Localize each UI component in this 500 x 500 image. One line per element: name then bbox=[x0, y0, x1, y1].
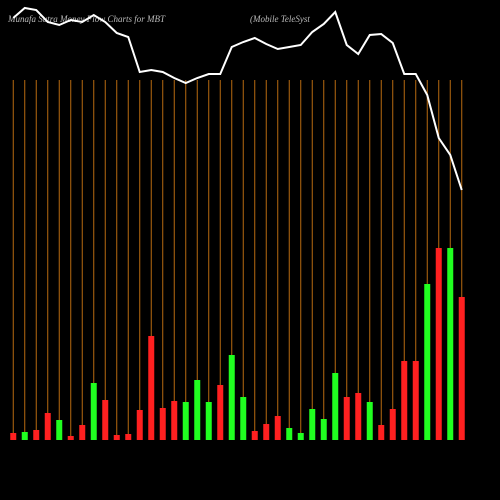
bar bbox=[332, 373, 339, 440]
bar bbox=[136, 410, 143, 440]
bar bbox=[21, 432, 28, 440]
bar bbox=[159, 408, 166, 440]
bar bbox=[320, 419, 327, 440]
bar bbox=[274, 416, 281, 440]
price-line bbox=[12, 6, 463, 191]
bar bbox=[113, 435, 120, 440]
bar bbox=[90, 383, 97, 440]
bar bbox=[366, 402, 373, 440]
bar bbox=[125, 434, 132, 440]
bar bbox=[263, 424, 270, 440]
bar bbox=[389, 409, 396, 440]
bar bbox=[240, 397, 247, 440]
bar bbox=[56, 420, 63, 440]
bar bbox=[355, 393, 362, 440]
bar bbox=[424, 284, 431, 440]
bar bbox=[447, 248, 454, 440]
bar bbox=[297, 433, 304, 440]
bar bbox=[343, 397, 350, 440]
bar bbox=[171, 401, 178, 440]
bar bbox=[205, 402, 212, 440]
bar bbox=[102, 400, 109, 440]
bar bbox=[412, 361, 419, 440]
bar bbox=[401, 361, 408, 440]
bar bbox=[67, 436, 74, 440]
bar bbox=[44, 413, 51, 440]
bar bbox=[182, 402, 189, 440]
bar bbox=[217, 385, 224, 440]
bar bbox=[194, 380, 201, 440]
bar bbox=[251, 431, 258, 440]
bar bbox=[228, 355, 235, 440]
bar bbox=[10, 433, 17, 440]
chart-subtitle: (Mobile TeleSyst bbox=[250, 14, 310, 24]
bar bbox=[309, 409, 316, 440]
bar bbox=[286, 428, 293, 440]
bar bbox=[33, 430, 40, 440]
bar bbox=[148, 336, 155, 440]
bar bbox=[435, 248, 442, 440]
bar bbox=[79, 425, 86, 440]
bar bbox=[378, 425, 385, 440]
bar bbox=[458, 297, 465, 440]
